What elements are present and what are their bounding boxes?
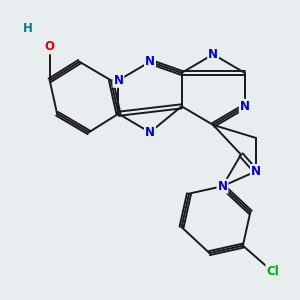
- Text: N: N: [218, 180, 227, 193]
- Text: N: N: [145, 55, 155, 68]
- Text: N: N: [145, 126, 155, 139]
- Text: H: H: [22, 22, 32, 35]
- Text: O: O: [45, 40, 55, 53]
- Text: N: N: [113, 74, 123, 87]
- Text: N: N: [240, 100, 250, 113]
- Text: Cl: Cl: [266, 265, 279, 278]
- Text: N: N: [251, 165, 261, 178]
- Text: N: N: [208, 48, 218, 61]
